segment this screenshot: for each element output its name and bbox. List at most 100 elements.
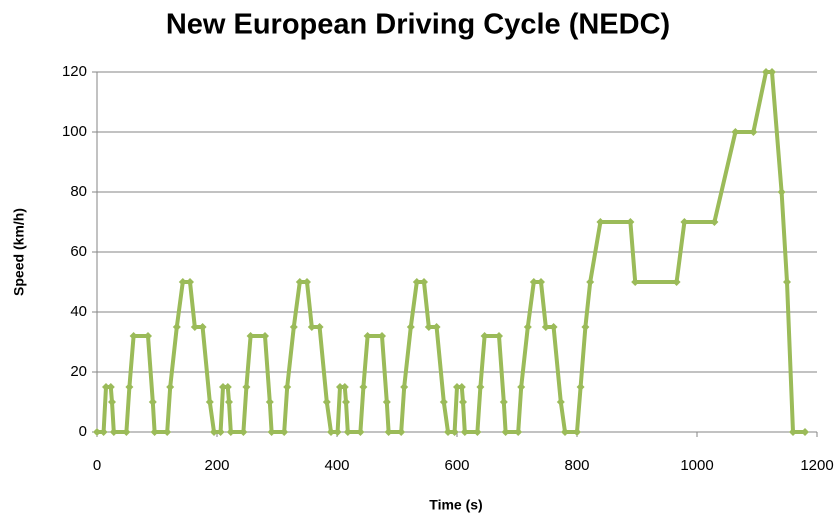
data-point <box>340 383 349 391</box>
data-point <box>359 383 368 391</box>
data-point <box>710 218 719 226</box>
data-point <box>439 398 448 406</box>
data-point <box>397 428 406 436</box>
data-point <box>514 428 523 436</box>
data-point <box>265 398 274 406</box>
data-point <box>239 428 248 436</box>
x-tick-label: 600 <box>444 457 469 474</box>
data-point <box>109 428 118 436</box>
data-point <box>586 278 595 286</box>
y-tick-label: 60 <box>70 243 87 260</box>
data-point <box>356 428 365 436</box>
data-point <box>178 278 187 286</box>
data-point <box>523 323 532 331</box>
data-point <box>777 188 786 196</box>
data-point <box>384 428 393 436</box>
data-point <box>556 398 565 406</box>
data-point <box>480 332 489 340</box>
data-point <box>343 428 352 436</box>
data-point <box>166 383 175 391</box>
x-tick-label: 1200 <box>800 457 833 474</box>
data-point <box>537 278 545 286</box>
data-point <box>223 383 232 391</box>
x-axis-label: Time (s) <box>429 497 482 513</box>
data-point <box>626 218 635 226</box>
data-point <box>457 383 466 391</box>
data-point <box>363 332 372 340</box>
data-point <box>198 323 207 331</box>
data-point <box>444 428 452 436</box>
data-point <box>731 128 740 136</box>
x-tick-label: 1000 <box>680 457 713 474</box>
data-point <box>333 428 342 436</box>
data-point <box>163 428 172 436</box>
data-point <box>303 278 311 286</box>
data-point <box>581 323 590 331</box>
data-point <box>315 323 324 331</box>
data-point <box>148 398 157 406</box>
chart-title: New European Driving Cycle (NEDC) <box>166 9 670 41</box>
data-point <box>322 398 331 406</box>
data-point <box>501 428 510 436</box>
y-tick-label: 40 <box>70 303 87 320</box>
x-tick-label: 200 <box>204 457 229 474</box>
data-point <box>205 398 214 406</box>
data-point <box>242 383 251 391</box>
data-point <box>108 398 116 406</box>
data-point <box>129 332 138 340</box>
y-tick-label: 20 <box>70 363 87 380</box>
y-tick-label: 0 <box>79 423 87 440</box>
data-point <box>453 383 461 391</box>
data-point <box>307 323 316 331</box>
data-point <box>342 398 350 406</box>
data-point <box>378 332 386 340</box>
data-point <box>499 398 508 406</box>
data-point <box>460 428 469 436</box>
data-point <box>226 428 235 436</box>
y-tick-label: 80 <box>70 183 87 200</box>
x-tick-label: 800 <box>564 457 589 474</box>
y-tick-label: 100 <box>62 123 87 140</box>
data-point <box>186 278 194 286</box>
data-point <box>219 383 227 391</box>
data-point <box>789 428 797 436</box>
data-point <box>283 383 292 391</box>
x-tick-label: 0 <box>93 457 101 474</box>
data-point <box>529 278 538 286</box>
data-point <box>102 383 110 391</box>
data-point <box>783 278 791 286</box>
data-point <box>295 278 304 286</box>
data-point <box>476 383 485 391</box>
y-axis-label: Speed (km/h) <box>11 208 27 296</box>
data-point <box>122 428 131 436</box>
data-point <box>327 428 335 436</box>
data-point <box>672 278 681 286</box>
data-point <box>541 323 550 331</box>
data-point <box>432 323 441 331</box>
data-point <box>93 428 101 436</box>
data-point <box>125 383 134 391</box>
data-point <box>561 428 569 436</box>
data-point <box>289 323 298 331</box>
data-point <box>382 398 391 406</box>
data-point <box>400 383 409 391</box>
data-point <box>336 383 344 391</box>
data-point <box>172 323 181 331</box>
data-point <box>190 323 199 331</box>
data-point <box>596 218 605 226</box>
data-point <box>749 128 758 136</box>
data-point <box>495 332 503 340</box>
data-point <box>246 332 255 340</box>
y-tick-label: 120 <box>62 63 87 80</box>
data-point <box>573 428 581 436</box>
data-point <box>99 428 108 436</box>
data-point <box>280 428 289 436</box>
data-point <box>216 428 225 436</box>
data-point <box>473 428 482 436</box>
data-point <box>225 398 233 406</box>
data-point <box>267 428 276 436</box>
data-point <box>680 218 689 226</box>
data-point <box>517 383 526 391</box>
